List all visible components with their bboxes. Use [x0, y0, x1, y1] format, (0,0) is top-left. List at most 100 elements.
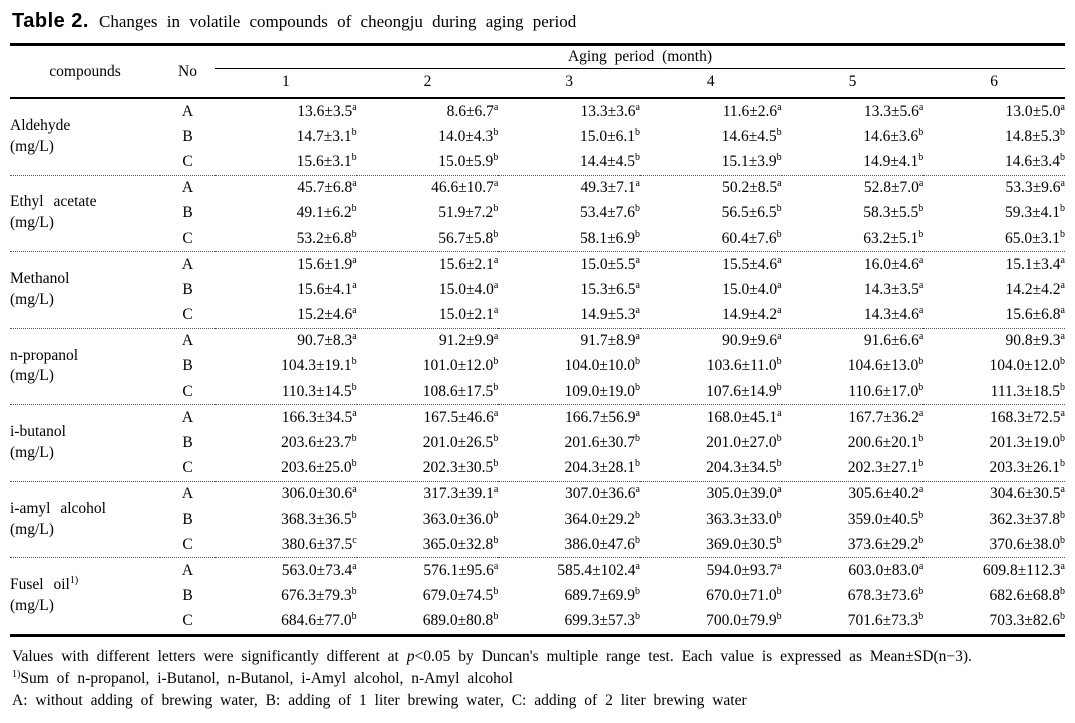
table-row: B 676.3±79.3b 679.0±74.5b 689.7±69.9b 670.0±… [10, 584, 1065, 609]
value-cell: 373.6±29.2b [782, 532, 924, 558]
value-cell: 13.3±5.6a [782, 98, 923, 124]
compound-name-text: Methanol [10, 269, 70, 287]
significance-letter: a [918, 178, 924, 189]
value-cell: 166.3±34.5a [215, 404, 357, 431]
sample-no: C [182, 459, 193, 477]
value-mean-sd: 166.3±34.5 [281, 408, 353, 426]
value-mean-sd: 364.0±29.2 [564, 510, 635, 528]
compound-unit: (mg/L) [10, 597, 54, 615]
value-mean-sd: 60.4±7.6 [721, 229, 777, 247]
value-cell: 699.3±57.3b [498, 609, 640, 636]
value-cell: 59.3±4.1b [923, 201, 1065, 226]
value-cell: 58.3±5.5b [782, 201, 923, 226]
value-mean-sd: 11.6±2.6 [722, 102, 778, 120]
value-cell: 370.6±38.0b [923, 532, 1065, 558]
compound-name-text: Fusel oil [10, 576, 70, 594]
significance-letter: a [635, 178, 640, 189]
compound-cell: i-butanol (mg/L) [10, 404, 160, 482]
footnote-significance-pre: Values with different letters were signi… [12, 647, 407, 665]
significance-letter: b [351, 126, 357, 138]
value-mean-sd: 91.2±9.9 [438, 332, 494, 350]
sample-no: C [182, 382, 193, 400]
value-cell: 14.9±4.1b [782, 149, 923, 175]
significance-letter: b [493, 611, 499, 623]
value-mean-sd: 45.7±6.8 [297, 179, 353, 197]
value-mean-sd: 15.0±5.5 [580, 255, 636, 273]
sample-no: A [160, 557, 215, 584]
value-cell: 305.6±40.2a [781, 480, 924, 507]
value-mean-sd: 111.3±18.5 [990, 382, 1060, 400]
value-mean-sd: 14.8±5.3 [1004, 127, 1060, 145]
significance-letter: b [634, 126, 640, 138]
value-mean-sd: 684.6±77.0 [281, 612, 352, 630]
table-row: B 104.3±19.1b 101.0±12.0b 104.0±10.0b 103.6±… [10, 354, 1065, 379]
header-aging-period: Aging period (month) [215, 44, 1065, 69]
significance-letter: b [351, 611, 357, 623]
value-mean-sd: 15.6±3.1 [296, 152, 352, 170]
table-row: i-amyl alcohol (mg/L) A 306.0±30.6a 317.3±39… [10, 480, 1065, 558]
value-cell: 701.6±73.3b [782, 609, 924, 636]
significance-letter: b [493, 151, 499, 163]
significance-letter: b [918, 381, 924, 393]
value-cell: 91.2±9.9a [356, 327, 499, 354]
significance-letter: a [1060, 254, 1065, 266]
value-cell: 609.8±112.3a [923, 557, 1065, 584]
significance-letter: b [1060, 458, 1065, 470]
value-mean-sd: 201.3±19.0 [989, 434, 1060, 452]
header-month-3: 3 [498, 68, 640, 99]
value-cell: 103.6±11.0b [640, 354, 782, 379]
significance-letter: b [1060, 228, 1065, 240]
table-row: Fusel oil1) (mg/L) A 563.0±73.4a 576.1±95.6a… [10, 557, 1065, 636]
value-cell: 108.6±17.5b [357, 379, 499, 405]
significance-letter: a [352, 484, 357, 496]
value-mean-sd: 563.0±73.4 [281, 561, 353, 579]
value-mean-sd: 306.0±30.6 [281, 485, 353, 503]
value-cell: 14.9±4.2a [640, 303, 781, 329]
table-row: C 203.6±25.0b 202.3±30.5b 204.3±28.1b 204.3±… [10, 456, 1065, 482]
value-mean-sd: 200.6±20.1 [847, 434, 919, 452]
value-mean-sd: 359.0±40.5 [847, 510, 919, 528]
sample-no: B [182, 510, 193, 528]
table-row: B 368.3±36.5b 363.0±36.0b 364.0±29.2b 363.3±… [10, 507, 1065, 532]
compound-name-text: Aldehyde [10, 116, 71, 134]
value-cell: 58.1±6.9b [498, 226, 640, 252]
value-mean-sd: 699.3±57.3 [564, 612, 635, 630]
significance-letter: b [1060, 611, 1065, 623]
significance-letter: b [634, 509, 640, 521]
value-cell: 15.0±5.9b [357, 149, 499, 175]
value-mean-sd: 15.6±6.8 [1005, 306, 1061, 324]
significance-letter: a [352, 304, 357, 316]
value-mean-sd: 15.0±5.9 [438, 152, 494, 170]
value-mean-sd: 13.3±5.6 [863, 102, 919, 120]
significance-letter: a [493, 101, 499, 113]
significance-letter: b [351, 203, 357, 215]
value-mean-sd: 365.0±32.8 [422, 535, 494, 553]
value-cell: 362.3±37.8b [923, 507, 1065, 532]
value-mean-sd: 203.6±23.7 [281, 434, 352, 452]
significance-letter: a [777, 279, 782, 291]
significance-letter: b [493, 203, 499, 215]
significance-letter: b [634, 228, 640, 240]
table-row: C 684.6±77.0b 689.0±80.8b 699.3±57.3b 700.0±… [10, 609, 1065, 636]
significance-letter: a [493, 254, 499, 266]
compound-name-text: i-butanol [10, 423, 66, 441]
value-mean-sd: 362.3±37.8 [989, 510, 1060, 528]
value-cell: 204.3±34.5b [640, 456, 782, 482]
header-month-5: 5 [781, 68, 924, 99]
value-mean-sd: 109.0±19.0 [564, 382, 635, 400]
value-cell: 109.0±19.0b [498, 379, 640, 405]
compound-name: i-butanol [10, 422, 160, 443]
value-mean-sd: 49.1±6.2 [296, 204, 352, 222]
value-cell: 380.6±37.5c [215, 532, 357, 558]
significance-letter: a [493, 178, 499, 189]
value-cell: 53.4±7.6b [498, 201, 640, 226]
sample-no: A [160, 327, 215, 354]
sample-no: C [182, 306, 193, 324]
significance-letter: a [493, 407, 499, 419]
significance-letter: b [1060, 151, 1065, 163]
significance-letter: a [352, 279, 357, 291]
significance-letter: b [776, 586, 782, 597]
footnote-fusel-oil: 1)Sum of n-propanol, i-Butanol, n-Butano… [12, 668, 1065, 690]
significance-letter: a [352, 331, 357, 343]
value-mean-sd: 90.8±9.3 [1005, 332, 1061, 350]
